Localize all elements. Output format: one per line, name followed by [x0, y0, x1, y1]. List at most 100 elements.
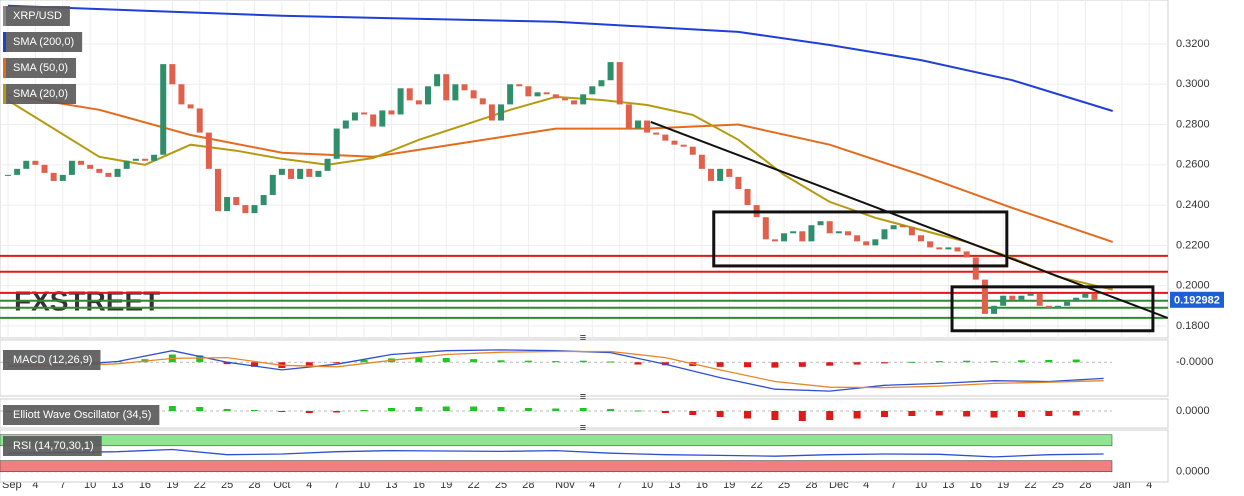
candle-body — [68, 160, 75, 175]
y-tick-label: 0.3200 — [1176, 38, 1210, 50]
candle-body — [698, 154, 705, 169]
candle-body — [452, 84, 459, 101]
histogram-bar — [305, 362, 313, 367]
candle-body — [561, 98, 568, 101]
candle-body — [872, 239, 879, 246]
candle-body — [991, 305, 998, 314]
histogram-bar — [1017, 360, 1025, 363]
histogram-bar — [579, 360, 587, 363]
y-tick-label: 0.2600 — [1176, 159, 1210, 171]
candle-body — [735, 176, 742, 189]
candle-body — [854, 235, 861, 242]
panel-label: SMA (50,0) — [13, 62, 68, 74]
candle-body — [863, 241, 870, 246]
candle-body — [260, 195, 267, 206]
candle-body — [981, 279, 988, 314]
candle-body — [242, 205, 249, 214]
histogram-bar — [1072, 359, 1080, 363]
candle-body — [844, 231, 851, 236]
histogram-bar — [251, 410, 259, 411]
rsi-zone — [0, 434, 1113, 447]
panel-label: XRP/USD — [13, 10, 62, 22]
candle-body — [1036, 293, 1043, 306]
panel-frame — [0, 339, 1169, 397]
label-box — [3, 436, 102, 456]
y-tick-label: 0.0000 — [1176, 405, 1210, 417]
candle-body — [333, 128, 340, 159]
histogram-bar — [880, 411, 888, 417]
panel-grip: ≡ — [580, 391, 586, 403]
histogram-bar — [634, 362, 642, 365]
candle-body — [708, 168, 715, 181]
candle-body — [1054, 305, 1061, 308]
histogram-bar — [196, 407, 204, 411]
candle-body — [151, 154, 158, 161]
x-tick-label: 4 — [589, 479, 595, 491]
histogram-bar — [1072, 411, 1080, 416]
candle-body — [625, 104, 632, 129]
histogram-bar — [935, 411, 943, 416]
annotation-box — [950, 285, 1155, 333]
candle-body — [461, 84, 468, 91]
label-box — [3, 6, 70, 26]
candle-body — [50, 172, 57, 181]
histogram-bar — [634, 410, 642, 412]
candle-body — [918, 235, 924, 242]
candle-body — [288, 168, 295, 179]
candle-body — [771, 239, 778, 242]
candle-body — [598, 80, 605, 87]
histogram-bar — [935, 361, 943, 363]
candle-body — [790, 231, 797, 234]
histogram-bar — [497, 360, 505, 363]
histogram-bar — [415, 407, 423, 411]
histogram-bar — [524, 360, 532, 363]
panel-frame — [0, 398, 1169, 429]
candle-body — [224, 197, 231, 212]
histogram-bar — [798, 362, 806, 367]
candle-body — [342, 120, 349, 129]
histogram-bar — [908, 411, 916, 416]
y-tick-label: 0.2400 — [1176, 199, 1210, 211]
candle-body — [936, 247, 943, 250]
panel-grip: ≡ — [580, 332, 586, 344]
candle-body — [406, 88, 413, 101]
histogram-bar — [196, 355, 204, 363]
candle-body — [662, 134, 669, 141]
histogram-bar — [552, 408, 560, 411]
rsi-zone — [0, 460, 1113, 472]
panel-label: MACD (12,26,9) — [13, 354, 92, 366]
histogram-bar — [579, 408, 587, 411]
candle-body — [1073, 297, 1080, 302]
annotation-box — [712, 210, 1009, 268]
candle-body — [945, 247, 952, 250]
candle-body — [616, 62, 623, 105]
label-box — [3, 84, 77, 104]
y-tick-label: 0.2000 — [1176, 280, 1210, 292]
histogram-bar — [963, 411, 971, 417]
candle-body — [534, 92, 541, 97]
candle-body — [525, 86, 532, 97]
histogram-bar — [387, 408, 395, 411]
candle-body — [132, 158, 139, 161]
candle-body — [963, 251, 970, 258]
y-tick-label: -0.0000 — [1176, 356, 1213, 368]
candle-body — [908, 227, 915, 236]
histogram-bar — [990, 411, 998, 418]
candle-body — [434, 74, 441, 87]
histogram-bar — [470, 359, 478, 363]
histogram-bar — [963, 360, 971, 363]
candle-body — [762, 217, 769, 240]
histogram-bar — [305, 411, 313, 413]
panel-frame — [0, 0, 1169, 339]
indicator-line — [7, 4, 1113, 112]
candle-body — [799, 231, 806, 242]
histogram-bar — [798, 411, 806, 421]
candle-body — [105, 172, 112, 177]
histogram-bar — [1017, 411, 1025, 417]
histogram-bar — [607, 361, 615, 363]
candle-body — [397, 88, 404, 115]
indicator-line — [7, 93, 1114, 243]
candle-body — [196, 108, 203, 133]
histogram-bar — [607, 409, 615, 411]
